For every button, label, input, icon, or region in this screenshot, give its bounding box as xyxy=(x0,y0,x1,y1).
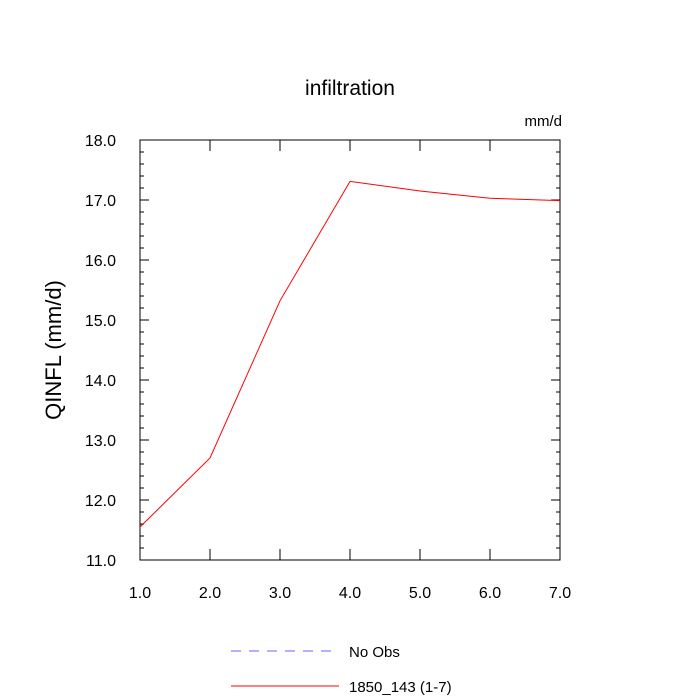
y-tick-label: 15.0 xyxy=(85,313,116,330)
y-tick-label: 14.0 xyxy=(85,373,116,390)
legend-label-0: No Obs xyxy=(349,644,400,661)
plot-frame xyxy=(139,139,561,561)
x-tick-label: 3.0 xyxy=(269,585,291,602)
y-axis-label: QINFL (mm/d) xyxy=(41,280,66,420)
x-tick-label: 2.0 xyxy=(199,585,221,602)
y-axis-ticks: 11.0 12.0 13.0 14.0 15.0 16.0 17.0 18.0 xyxy=(85,133,560,570)
y-tick-label: 11.0 xyxy=(86,553,116,570)
legend: No Obs 1850_143 (1-7) xyxy=(231,644,452,696)
y-tick-label: 16.0 xyxy=(85,253,116,270)
x-tick-label: 7.0 xyxy=(549,585,571,602)
series-layer xyxy=(139,180,561,528)
series-line-1 xyxy=(139,180,561,528)
y-tick-label: 12.0 xyxy=(85,493,116,510)
y-tick-label: 18.0 xyxy=(85,133,116,150)
x-tick-label: 1.0 xyxy=(129,585,151,602)
y-tick-label: 17.0 xyxy=(85,193,116,210)
x-axis-ticks: 1.0 2.0 3.0 4.0 5.0 6.0 7.0 xyxy=(129,140,571,602)
legend-label-1: 1850_143 (1-7) xyxy=(349,679,452,696)
chart-title: infiltration xyxy=(305,77,395,100)
y-tick-label: 13.0 xyxy=(85,433,116,450)
x-tick-label: 4.0 xyxy=(339,585,361,602)
units-label: mm/d xyxy=(525,113,563,130)
x-tick-label: 5.0 xyxy=(409,585,431,602)
x-tick-label: 6.0 xyxy=(479,585,501,602)
